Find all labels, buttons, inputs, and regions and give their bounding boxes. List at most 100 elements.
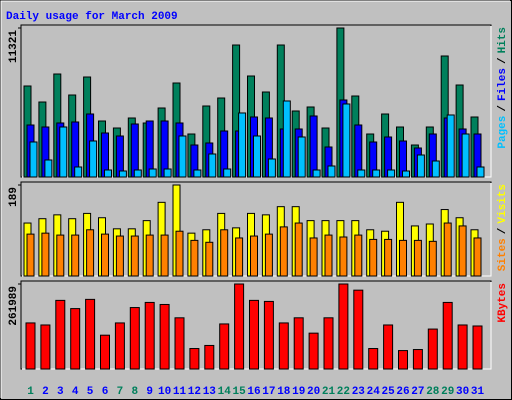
legend-entry: Hits [497,27,509,53]
bar [220,229,229,277]
bar [163,168,172,178]
x-tick-label: 14 [218,386,232,398]
bar [338,283,349,370]
bar [278,322,289,370]
bar [175,230,184,277]
bar [354,124,363,178]
bar [308,332,319,370]
bar [339,236,348,277]
x-tick-label: 26 [396,386,409,398]
x-tick-label: 27 [411,386,424,398]
x-tick-label: 30 [456,386,469,398]
x-tick-label: 6 [102,386,109,398]
x-tick-label: 21 [322,386,336,398]
bar [144,301,155,370]
bar [235,237,244,277]
bar [208,153,217,178]
bar [443,222,452,277]
legend: KBytes [497,283,509,323]
bar [263,300,274,370]
x-tick-label: 5 [87,386,94,398]
bar [293,317,304,370]
bar [234,283,245,370]
x-tick-label: 12 [188,386,201,398]
bar [74,166,83,178]
bar [56,234,65,277]
y-tick-label: 11321 [8,30,20,63]
bar [267,158,276,178]
bar [384,238,393,277]
bar [190,239,199,277]
bar [130,235,139,277]
bar [148,168,157,178]
x-tick-label: 31 [471,386,485,398]
x-tick-label: 23 [352,386,366,398]
legend-entry: Visits [497,184,509,224]
bar [29,141,38,178]
x-tick-label: 13 [203,386,217,398]
bar [461,133,470,178]
bar [457,324,468,370]
x-tick-label: 16 [247,386,260,398]
bar [71,234,80,277]
bar [309,115,318,178]
x-tick-label: 11 [173,386,187,398]
bar [312,169,321,178]
x-tick-label: 1 [27,386,34,398]
bar [174,317,185,370]
bar [85,298,96,370]
bar [249,299,259,370]
bar [250,235,258,277]
x-tick-label: 19 [292,386,305,398]
bar [428,240,437,277]
bar [446,114,455,178]
x-tick-label: 8 [131,386,138,398]
bar [159,303,170,370]
bar [297,136,306,178]
bar [59,126,68,178]
x-tick-label: 4 [72,386,79,398]
bar [189,348,200,370]
legend-separator: / [497,57,509,64]
x-tick-label: 25 [381,386,395,398]
legend-entry: Files [497,68,509,101]
bar [327,165,336,178]
bar [264,233,273,277]
bar [357,169,366,178]
x-tick-label: 17 [262,386,275,398]
bar [100,334,110,370]
bar [413,239,422,277]
bar [354,234,363,277]
bar [309,237,318,277]
x-tick-label: 15 [232,386,246,398]
legend-entry: Pages [497,116,509,149]
legend-entry: Sites [497,238,509,271]
legend-separator: / [497,105,509,112]
x-tick-label: 3 [57,386,64,398]
bar [223,168,232,178]
bar [402,170,410,178]
legend: Pages / Files / Hits [497,27,509,149]
bar [372,169,381,178]
x-tick-label: 2 [42,386,49,398]
bar [398,350,408,370]
bar [25,322,36,370]
bar [101,233,109,277]
bar [26,233,35,277]
bar [55,299,66,370]
bar [416,154,425,178]
legend: Sites / Visits [497,184,509,271]
bar [114,322,125,370]
bar [473,237,482,277]
bar [431,160,440,178]
x-tick-label: 18 [277,386,291,398]
x-tick-label: 7 [117,386,124,398]
bar [368,348,379,370]
x-tick-label: 10 [158,386,171,398]
y-tick-label: 261989 [8,286,20,326]
bar [427,328,438,370]
bar [458,225,467,277]
bar [342,103,351,178]
